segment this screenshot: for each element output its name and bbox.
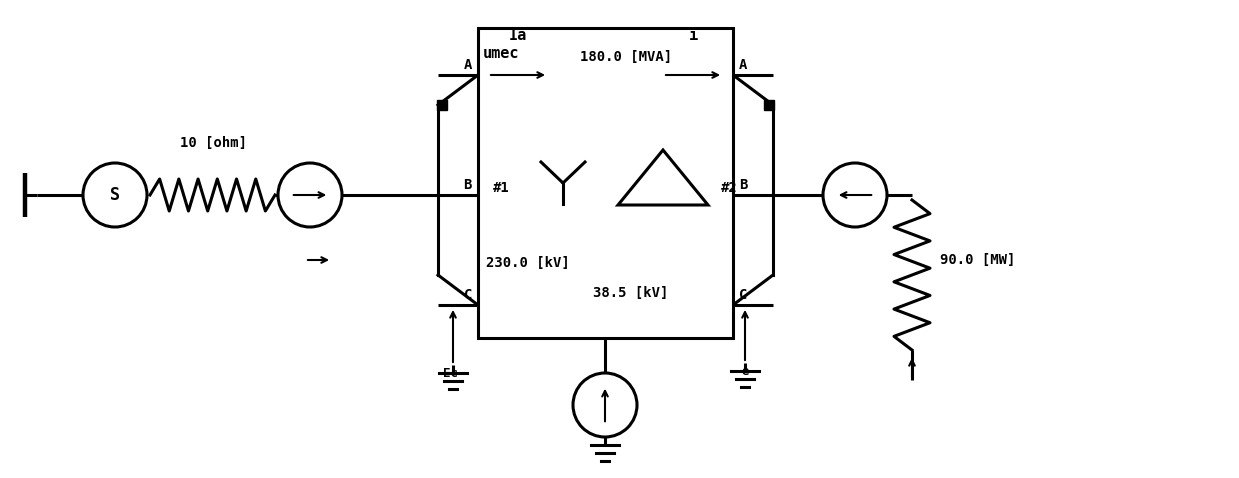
Text: A: A (463, 58, 472, 72)
Text: #1: #1 (493, 181, 509, 195)
Text: i: i (689, 28, 698, 43)
Text: 38.5 [kV]: 38.5 [kV] (593, 286, 669, 300)
Text: B: B (738, 178, 747, 192)
Text: Ec: Ec (442, 367, 457, 380)
Text: C: C (463, 288, 472, 302)
Circle shape (83, 163, 147, 227)
Text: e: e (741, 365, 748, 378)
Circle shape (278, 163, 342, 227)
Text: #2: #2 (721, 181, 737, 195)
Text: 90.0 [MW]: 90.0 [MW] (940, 253, 1016, 267)
Text: umec: umec (483, 46, 519, 61)
Text: Ia: Ia (509, 28, 527, 43)
Text: 230.0 [kV]: 230.0 [kV] (486, 256, 570, 270)
Text: A: A (738, 58, 747, 72)
Text: B: B (463, 178, 472, 192)
Bar (478, 28, 733, 338)
Text: C: C (738, 288, 747, 302)
Text: 10 [ohm]: 10 [ohm] (180, 136, 247, 150)
Circle shape (823, 163, 887, 227)
Circle shape (572, 373, 637, 437)
Text: S: S (110, 186, 120, 204)
Text: 180.0 [MVA]: 180.0 [MVA] (580, 50, 672, 64)
